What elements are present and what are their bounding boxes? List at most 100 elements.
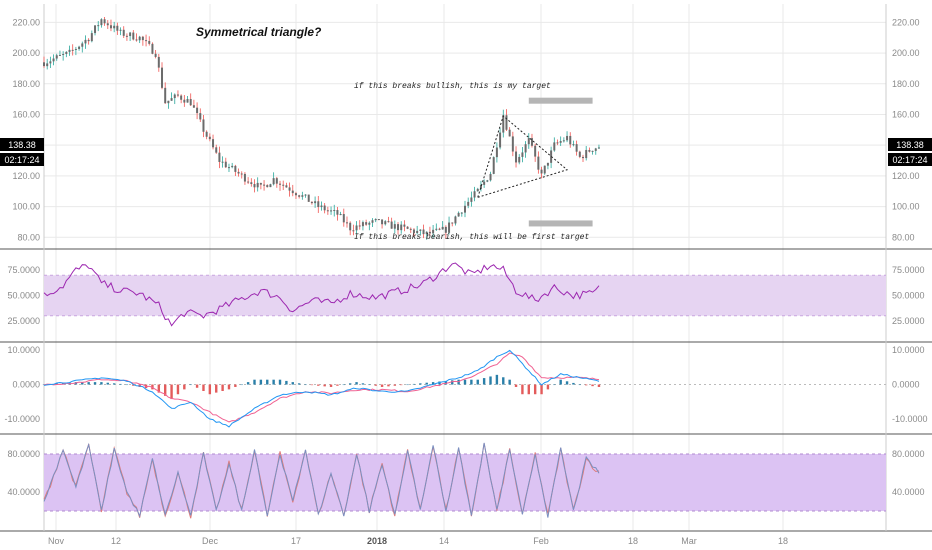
rsi-tick-right-1: 50.0000 bbox=[892, 291, 925, 301]
price-tick-left-4: 160.00 bbox=[12, 109, 40, 119]
candle-140 bbox=[489, 173, 492, 181]
macd-hist-bar-132 bbox=[463, 379, 467, 385]
macd-hist-bar-82 bbox=[304, 384, 307, 386]
stoch-tick-right-0: 40.0000 bbox=[892, 487, 925, 497]
candle-137 bbox=[479, 184, 482, 189]
candle-58 bbox=[227, 167, 230, 169]
candle-150 bbox=[521, 152, 524, 157]
macd-hist-bar-104 bbox=[374, 384, 377, 386]
macd-hist-bar-84 bbox=[310, 384, 314, 386]
candle-22 bbox=[113, 25, 116, 29]
candle-119 bbox=[422, 229, 425, 235]
macd-hist-bar-168 bbox=[578, 384, 582, 386]
x-tick-4: 2018 bbox=[367, 536, 387, 546]
countdown-badge-left-bg bbox=[0, 153, 44, 166]
candle-74 bbox=[279, 183, 282, 185]
candle-123 bbox=[435, 228, 438, 230]
candle-128 bbox=[451, 222, 454, 224]
candle-33 bbox=[148, 40, 151, 44]
macd-tick-right-2: 10.0000 bbox=[892, 345, 925, 355]
candle-65 bbox=[250, 182, 253, 185]
candle-14 bbox=[87, 39, 90, 42]
candle-102 bbox=[368, 222, 371, 225]
candle-34 bbox=[151, 43, 154, 54]
candle-174 bbox=[597, 147, 600, 149]
candle-24 bbox=[119, 29, 122, 31]
macd-tick-right-0: -10.0000 bbox=[892, 414, 928, 424]
macd-hist-bar-24 bbox=[119, 383, 122, 385]
candle-16 bbox=[94, 25, 97, 34]
macd-hist-bar-136 bbox=[476, 379, 479, 385]
candle-50 bbox=[202, 119, 205, 132]
macd-hist-bar-148 bbox=[514, 384, 518, 387]
candle-77 bbox=[288, 187, 291, 191]
candle-81 bbox=[301, 195, 304, 197]
candle-25 bbox=[122, 29, 125, 36]
rsi-line bbox=[43, 262, 600, 327]
candle-78 bbox=[291, 190, 294, 194]
candle-158 bbox=[546, 162, 549, 166]
candle-68 bbox=[259, 182, 262, 185]
macd-hist-bar-46 bbox=[189, 384, 192, 386]
x-tick-9: 18 bbox=[778, 536, 788, 546]
candle-45 bbox=[186, 99, 189, 103]
candle-138 bbox=[483, 181, 486, 185]
candle-125 bbox=[441, 226, 444, 230]
candle-82 bbox=[304, 194, 307, 196]
candle-89 bbox=[326, 210, 329, 212]
candle-153 bbox=[530, 138, 533, 146]
macd-tick-left-2: 10.0000 bbox=[7, 345, 40, 355]
candle-29 bbox=[135, 39, 138, 41]
candle-30 bbox=[138, 36, 141, 41]
candle-167 bbox=[575, 144, 578, 152]
macd-hist-bar-48 bbox=[195, 384, 199, 388]
macd-hist-bar-164 bbox=[565, 381, 569, 385]
candle-120 bbox=[425, 231, 428, 235]
candle-44 bbox=[183, 99, 186, 103]
candle-55 bbox=[218, 152, 221, 162]
macd-signal-line bbox=[43, 352, 600, 423]
candle-12 bbox=[81, 43, 84, 47]
price-tick-left-6: 200.00 bbox=[12, 48, 40, 58]
macd-tick-right-1: 0.0000 bbox=[892, 380, 920, 390]
candle-124 bbox=[438, 228, 441, 230]
candle-107 bbox=[384, 221, 387, 225]
price-badge-right-bg bbox=[888, 138, 932, 151]
candle-95 bbox=[345, 222, 348, 224]
candle-17 bbox=[97, 25, 100, 27]
candle-86 bbox=[317, 201, 320, 208]
candle-28 bbox=[132, 32, 135, 40]
price-tick-left-0: 80.00 bbox=[17, 232, 40, 242]
macd-hist-bar-90 bbox=[329, 384, 333, 387]
candle-108 bbox=[387, 221, 390, 223]
candle-48 bbox=[196, 107, 199, 114]
candle-27 bbox=[129, 32, 132, 36]
candle-84 bbox=[310, 201, 313, 204]
candle-129 bbox=[454, 216, 457, 224]
macd-hist-bar-126 bbox=[444, 380, 448, 385]
macd-hist-bar-98 bbox=[355, 382, 358, 385]
stoch-pane bbox=[43, 442, 600, 519]
macd-tick-left-1: 0.0000 bbox=[12, 380, 40, 390]
candle-85 bbox=[314, 201, 317, 204]
candle-97 bbox=[352, 230, 355, 232]
rsi-tick-left-2: 75.0000 bbox=[7, 265, 40, 275]
x-tick-3: 17 bbox=[291, 536, 301, 546]
candle-109 bbox=[390, 221, 393, 229]
macd-hist-bar-94 bbox=[342, 384, 346, 386]
macd-hist-bar-150 bbox=[521, 384, 524, 395]
macd-hist-bar-154 bbox=[533, 384, 537, 395]
candle-152 bbox=[527, 138, 530, 145]
price-candles bbox=[43, 16, 600, 240]
stoch-tick-right-1: 80.0000 bbox=[892, 449, 925, 459]
macd-hist-bar-60 bbox=[234, 384, 237, 387]
macd-hist-bar-28 bbox=[132, 384, 135, 386]
price-tick-right-6: 200.00 bbox=[892, 48, 920, 58]
candle-59 bbox=[231, 165, 234, 168]
candle-149 bbox=[518, 156, 521, 163]
stoch-tick-left-0: 40.0000 bbox=[7, 487, 40, 497]
candle-96 bbox=[349, 222, 352, 231]
annotation-title: Symmetrical triangle? bbox=[196, 25, 322, 39]
candle-75 bbox=[282, 184, 285, 186]
x-tick-7: 18 bbox=[628, 536, 638, 546]
